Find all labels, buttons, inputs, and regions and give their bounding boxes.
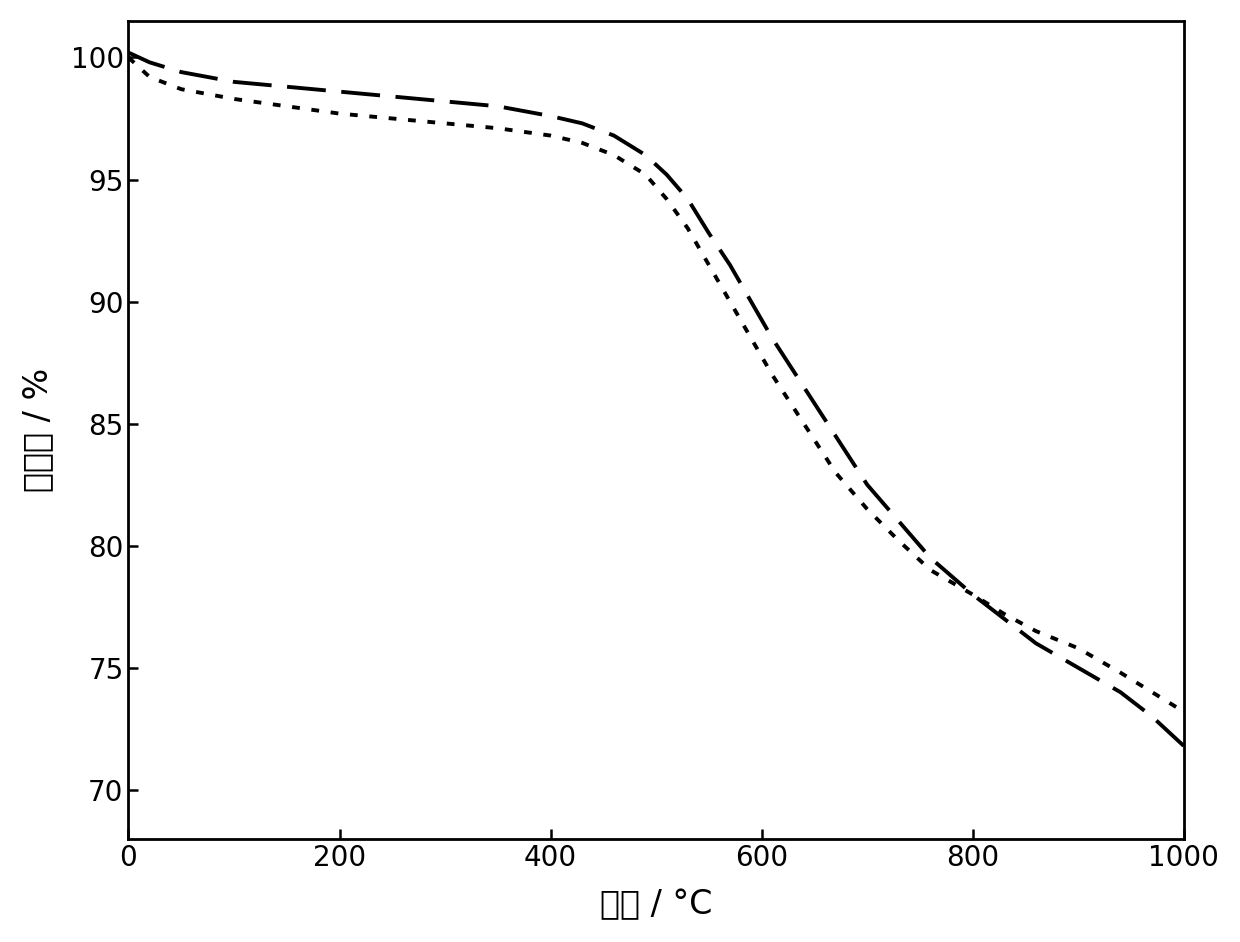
Y-axis label: 残余量 / %: 残余量 / % bbox=[21, 367, 53, 492]
X-axis label: 温度 / °C: 温度 / °C bbox=[600, 888, 712, 921]
